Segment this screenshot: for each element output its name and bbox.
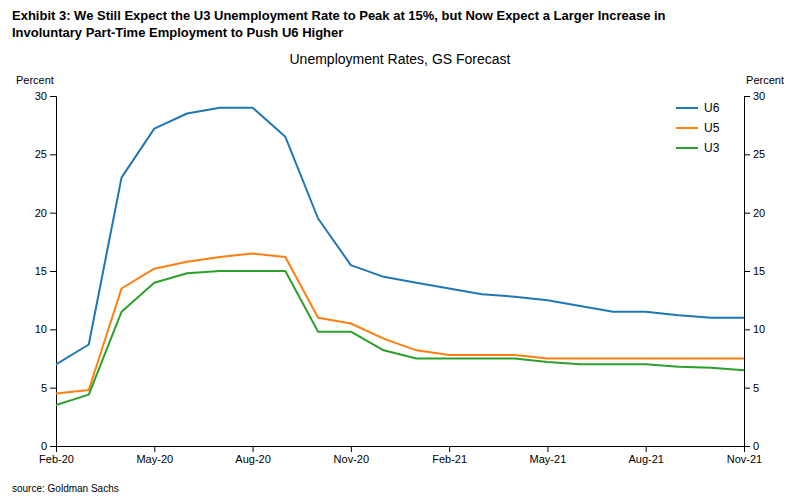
tick-mark: [744, 213, 750, 214]
tick-label: Feb-20: [39, 453, 74, 465]
x-tick: Aug-20: [235, 446, 270, 465]
y-tick: 25: [35, 148, 56, 160]
tick-mark: [50, 388, 56, 389]
tick-mark: [547, 446, 548, 452]
y2-tick: 20: [744, 207, 765, 219]
y-tick: 30: [35, 90, 56, 102]
x-tick: Nov-20: [334, 446, 369, 465]
y2-tick: 5: [744, 382, 759, 394]
tick-label: 15: [35, 265, 47, 277]
tick-label: Aug-20: [235, 453, 270, 465]
series-line: [56, 108, 744, 365]
y-tick: 20: [35, 207, 56, 219]
series-line: [56, 254, 744, 394]
tick-label: 0: [41, 440, 47, 452]
tick-mark: [50, 446, 56, 447]
legend: U6 U5 U3: [676, 101, 720, 155]
tick-mark: [50, 213, 56, 214]
y2-tick: 15: [744, 265, 765, 277]
y-tick: 5: [41, 382, 56, 394]
tick-label: May-21: [530, 453, 567, 465]
tick-mark: [646, 446, 647, 452]
lines: [56, 108, 744, 406]
tick-label: 5: [41, 382, 47, 394]
tick-label: 10: [35, 323, 47, 335]
legend-item: U6: [676, 101, 720, 115]
y2-tick: 0: [744, 440, 759, 452]
tick-label: Nov-20: [334, 453, 369, 465]
tick-mark: [50, 271, 56, 272]
x-axis: Feb-20 May-20 Aug-20 Nov-20 Feb-21 May-21 Aug-…: [39, 446, 762, 465]
tick-mark: [449, 446, 450, 452]
tick-label: 30: [753, 90, 765, 102]
tick-label: 25: [35, 148, 47, 160]
y2-tick: 25: [744, 148, 765, 160]
y2-tick: 30: [744, 90, 765, 102]
source: source: Goldman Sachs: [12, 483, 119, 494]
tick-label: Feb-21: [432, 453, 467, 465]
x-tick: May-21: [530, 446, 567, 465]
tick-label: 5: [753, 382, 759, 394]
legend-item: U5: [676, 121, 720, 135]
tick-mark: [351, 446, 352, 452]
legend-swatch: [676, 147, 698, 149]
axis-line: [745, 97, 751, 447]
tick-mark: [744, 329, 750, 330]
subtitle: Unemployment Rates, GS Forecast: [290, 51, 511, 67]
series-line: [56, 271, 744, 405]
axis-line: [57, 447, 745, 453]
legend-label: U3: [704, 141, 720, 155]
plot: Feb-20 May-20 Aug-20 Nov-20 Feb-21 May-21 Aug-…: [35, 90, 766, 465]
tick-label: Nov-21: [727, 453, 762, 465]
y-axis-label: Percent: [16, 74, 54, 86]
tick-label: 20: [753, 207, 765, 219]
x-tick: Feb-21: [432, 446, 467, 465]
title: Exhibit 3: We Still Expect the U3 Unempl…: [12, 8, 666, 23]
tick-mark: [253, 446, 254, 452]
legend-swatch: [676, 107, 698, 109]
legend-item: U3: [676, 141, 720, 155]
tick-label: May-20: [136, 453, 173, 465]
tick-mark: [50, 96, 56, 97]
x-tick: May-20: [136, 446, 173, 465]
tick-mark: [154, 446, 155, 452]
y-tick: 10: [35, 323, 56, 335]
y2-tick: 10: [744, 323, 765, 335]
title: Involuntary Part-Time Employment to Push…: [12, 25, 343, 40]
y2-axis: 0 5 10 15 20 25 30: [744, 90, 765, 452]
tick-mark: [50, 329, 56, 330]
tick-label: 30: [35, 90, 47, 102]
tick-mark: [50, 154, 56, 155]
tick-mark: [744, 446, 750, 447]
tick-label: 10: [753, 323, 765, 335]
axis-line: [50, 97, 57, 447]
tick-mark: [744, 96, 750, 97]
tick-label: 0: [753, 440, 759, 452]
y-tick: 0: [41, 440, 56, 452]
tick-label: 20: [35, 207, 47, 219]
y-tick: 15: [35, 265, 56, 277]
tick-label: Aug-21: [628, 453, 663, 465]
tick-label: 15: [753, 265, 765, 277]
tick-mark: [744, 388, 750, 389]
y2-axis-label: Percent: [746, 74, 784, 86]
tick-mark: [744, 154, 750, 155]
title-group: Exhibit 3: We Still Expect the U3 Unempl…: [12, 8, 666, 40]
chart: Exhibit 3: We Still Expect the U3 Unempl…: [0, 0, 800, 498]
legend-swatch: [676, 127, 698, 129]
y-axis: 0 5 10 15 20 25 30: [35, 90, 57, 452]
legend-label: U5: [704, 121, 720, 135]
tick-label: 25: [753, 148, 765, 160]
legend-label: U6: [704, 101, 720, 115]
x-tick: Aug-21: [628, 446, 663, 465]
tick-mark: [744, 271, 750, 272]
